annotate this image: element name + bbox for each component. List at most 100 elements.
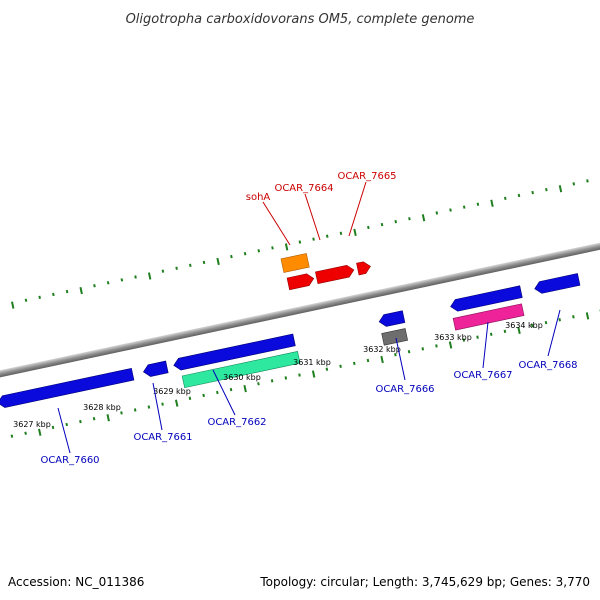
minor-tick	[79, 419, 82, 424]
map-title: Oligotropha carboxidovorans OM5, complet…	[126, 12, 475, 27]
genome-backbone	[0, 235, 600, 385]
major-tick	[38, 428, 42, 436]
minor-tick	[531, 323, 534, 328]
minor-tick	[517, 193, 521, 198]
major-tick	[79, 286, 83, 295]
minor-tick	[51, 425, 55, 430]
forward-gene-labels: sohA OCAR_7664 OCAR_7665	[246, 171, 397, 246]
minor-tick	[106, 281, 110, 285]
minor-tick	[380, 222, 384, 227]
gene-label-ocar-7667[interactable]: OCAR_7667	[453, 370, 512, 381]
scale-labels: 3627 kbp 3628 kbp 3629 kbp 3630 kbp 3631…	[13, 321, 543, 429]
scale-label: 3634 kbp	[505, 321, 543, 330]
major-tick	[558, 185, 563, 193]
gene-pink-reverse[interactable]	[452, 303, 525, 331]
major-tick	[448, 341, 453, 349]
gene-ocar-7667-reverse[interactable]	[449, 285, 523, 313]
gene-label-soha[interactable]: sohA	[246, 192, 271, 203]
minor-tick	[147, 405, 151, 409]
minor-tick	[38, 295, 41, 300]
gene-label-ocar-7662[interactable]: OCAR_7662	[207, 417, 266, 428]
minor-tick	[572, 315, 575, 319]
reverse-gene-labels: OCAR_7660 OCAR_7661 OCAR_7662 OCAR_7666 …	[40, 309, 578, 466]
minor-tick	[312, 237, 315, 241]
minor-tick	[134, 275, 137, 279]
gene-ocar-7662-reverse[interactable]	[181, 351, 301, 389]
minor-tick	[435, 211, 439, 215]
minor-tick	[216, 390, 219, 395]
minor-tick	[339, 231, 343, 235]
scale-label: 3629 kbp	[153, 387, 191, 396]
minor-tick	[367, 225, 370, 230]
major-tick	[106, 414, 110, 422]
minor-tick	[298, 373, 301, 377]
minor-tick	[229, 387, 233, 392]
minor-tick	[352, 361, 356, 366]
leader-line	[262, 201, 291, 246]
major-tick	[174, 399, 179, 407]
gene-label-ocar-7668[interactable]: OCAR_7668	[518, 360, 577, 371]
gene-ocar-7660-reverse[interactable]	[0, 367, 135, 408]
minor-tick	[489, 332, 493, 336]
gene-gray-reverse[interactable]	[381, 328, 409, 346]
scale-label: 3631 kbp	[293, 358, 331, 367]
minor-tick	[120, 278, 124, 282]
minor-tick	[270, 379, 274, 383]
minor-tick	[558, 318, 561, 322]
major-tick	[585, 312, 590, 320]
minor-tick	[325, 367, 329, 371]
minor-tick	[503, 196, 507, 201]
minor-tick	[202, 260, 206, 265]
scale-label: 3632 kbp	[363, 345, 401, 354]
gene-soha-forward[interactable]	[286, 273, 315, 291]
gene-ocar-7668-reverse[interactable]	[533, 273, 581, 295]
minor-tick	[161, 402, 164, 406]
gene-label-ocar-7665[interactable]: OCAR_7665	[337, 171, 396, 182]
minor-tick	[476, 202, 480, 206]
minor-tick	[586, 179, 589, 183]
major-tick	[311, 370, 316, 378]
minor-tick	[24, 431, 27, 435]
major-tick	[11, 301, 15, 309]
minor-tick	[257, 382, 260, 386]
leader-line	[304, 193, 321, 241]
gene-ocar-7664-forward[interactable]	[315, 264, 355, 285]
gene-ocar-7665-forward[interactable]	[356, 261, 372, 276]
gene-ocar-7666-reverse[interactable]	[378, 310, 406, 328]
minor-tick	[10, 434, 14, 438]
gene-label-ocar-7664[interactable]: OCAR_7664	[274, 183, 333, 194]
minor-tick	[65, 289, 69, 294]
scale-label: 3630 kbp	[223, 373, 261, 382]
leader-line	[212, 369, 236, 416]
minor-tick	[449, 208, 452, 212]
minor-tick	[462, 205, 466, 209]
minor-tick	[503, 329, 507, 334]
major-tick	[380, 355, 384, 364]
minor-tick	[544, 320, 548, 325]
major-tick	[517, 326, 521, 335]
gene-label-ocar-7660[interactable]: OCAR_7660	[40, 455, 99, 466]
minor-tick	[120, 411, 123, 415]
gene-ocar-7661-reverse[interactable]	[173, 333, 296, 371]
minor-tick	[394, 352, 397, 357]
minor-tick	[175, 266, 178, 270]
minor-tick	[243, 252, 247, 256]
minor-tick	[325, 234, 329, 238]
minor-tick	[161, 269, 165, 273]
minor-tick	[271, 246, 274, 250]
minor-tick	[24, 298, 28, 302]
leader-line	[57, 407, 71, 454]
accession-text: Accession: NC_011386	[8, 575, 144, 589]
gene-label-ocar-7666[interactable]: OCAR_7666	[375, 384, 434, 395]
gene-small-blue-reverse[interactable]	[142, 360, 169, 378]
gene-label-ocar-7661[interactable]: OCAR_7661	[133, 432, 192, 443]
minor-tick	[188, 396, 192, 400]
major-tick	[216, 257, 220, 266]
major-tick	[353, 228, 357, 236]
minor-tick	[339, 364, 342, 368]
major-tick	[421, 214, 426, 222]
minor-tick	[257, 249, 261, 253]
gene-orange-forward[interactable]	[280, 253, 310, 273]
leader-line	[395, 337, 406, 381]
